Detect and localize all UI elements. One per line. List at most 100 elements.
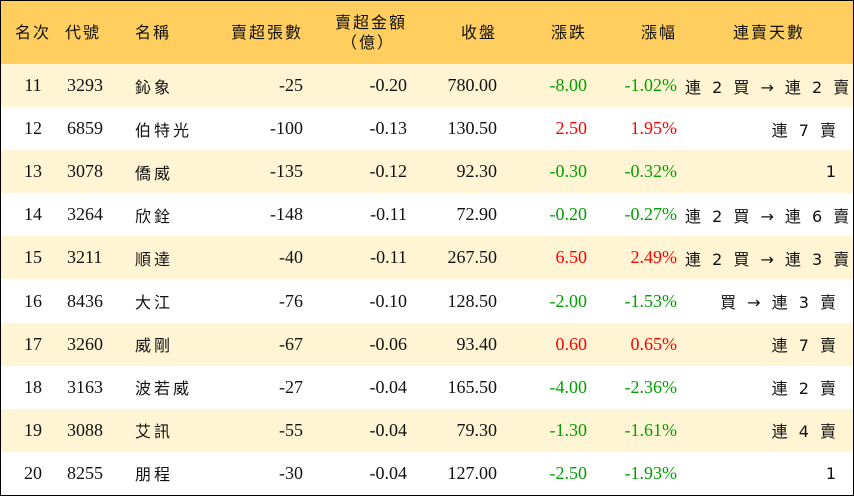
cell-consecutive-days: 1 (825, 162, 839, 182)
header-code: 代號 (65, 22, 102, 42)
cell-close: 79.30 (456, 419, 498, 440)
cell-consecutive-days: 連 7 賣 (771, 120, 839, 140)
cell-close: 780.00 (447, 75, 498, 96)
cell-change: -0.30 (549, 161, 588, 182)
cell-net-sell-lots: -30 (279, 462, 303, 483)
cell-net-sell-lots: -27 (279, 376, 303, 397)
cell-change-pct: -2.36% (624, 376, 678, 397)
cell-consecutive-days: 連 2 買 → 連 3 賣 (685, 249, 853, 269)
cell-consecutive-days: 1 (825, 463, 839, 483)
table-row: 19 3088 艾訊 -55 -0.04 79.30 -1.30 -1.61% 連 4 賣 (1, 408, 853, 452)
cell-net-sell-amount: -0.12 (369, 161, 408, 182)
table-row: 16 8436 大江 -76 -0.10 128.50 -2.00 -1.53% 買 → 連 3… (1, 279, 853, 323)
cell-change: 6.50 (555, 247, 588, 268)
cell-net-sell-lots: -25 (279, 75, 303, 96)
cell-rank: 14 (24, 204, 42, 225)
cell-change: -1.30 (549, 419, 588, 440)
cell-net-sell-amount: -0.04 (369, 419, 408, 440)
cell-code: 8255 (67, 462, 103, 483)
cell-rank: 20 (24, 462, 42, 483)
cell-consecutive-days: 連 2 買 → 連 6 賣 (685, 206, 853, 226)
cell-change-pct: -1.53% (624, 290, 678, 311)
table-row: 15 3211 順達 -40 -0.11 267.50 6.50 2.49% 連 2 買 → 連… (1, 236, 853, 280)
cell-net-sell-amount: -0.20 (369, 75, 408, 96)
cell-close: 127.00 (447, 462, 498, 483)
cell-change-pct: -1.61% (624, 419, 678, 440)
cell-rank: 17 (24, 333, 42, 354)
cell-close: 165.50 (447, 376, 498, 397)
header-net-sell-amount-line1: 賣超金額 (334, 12, 407, 32)
cell-change: -2.00 (549, 290, 588, 311)
cell-net-sell-lots: -100 (270, 118, 303, 139)
cell-change: -4.00 (549, 376, 588, 397)
cell-change-pct: 1.95% (630, 118, 678, 139)
cell-net-sell-lots: -148 (270, 204, 303, 225)
cell-net-sell-lots: -135 (270, 161, 303, 182)
table-row: 20 8255 朋程 -30 -0.04 127.00 -2.50 -1.93% 1 (1, 451, 853, 495)
cell-change-pct: -0.32% (624, 161, 678, 182)
cell-change: 0.60 (555, 333, 588, 354)
cell-change-pct: -1.02% (624, 75, 678, 96)
cell-consecutive-days: 連 2 賣 (771, 379, 839, 399)
cell-net-sell-amount: -0.10 (369, 290, 408, 311)
cell-consecutive-days: 連 4 賣 (771, 422, 839, 442)
cell-code: 3264 (67, 204, 103, 225)
cell-name: 順達 (135, 249, 174, 269)
cell-name: 伯特光 (135, 120, 193, 140)
cell-code: 3163 (67, 376, 103, 397)
header-close: 收盤 (460, 22, 497, 42)
cell-change: -2.50 (549, 462, 588, 483)
cell-rank: 18 (24, 376, 42, 397)
cell-code: 3260 (67, 333, 103, 354)
cell-code: 8436 (67, 290, 103, 311)
cell-net-sell-lots: -67 (279, 333, 303, 354)
cell-code: 3293 (67, 75, 103, 96)
cell-close: 128.50 (447, 290, 498, 311)
cell-name: 鈊象 (135, 77, 174, 97)
cell-change: -0.20 (549, 204, 588, 225)
cell-consecutive-days: 買 → 連 3 賣 (720, 293, 839, 313)
cell-name: 波若威 (135, 379, 193, 399)
cell-name: 艾訊 (135, 422, 174, 442)
cell-net-sell-amount: -0.11 (370, 247, 407, 268)
cell-rank: 12 (24, 118, 42, 139)
cell-code: 3211 (67, 247, 103, 268)
cell-change-pct: 2.49% (630, 247, 678, 268)
cell-change-pct: -0.27% (624, 204, 678, 225)
cell-rank: 13 (24, 161, 42, 182)
header-net-sell-lots: 賣超張數 (230, 22, 303, 42)
cell-net-sell-lots: -76 (279, 290, 303, 311)
header-name: 名稱 (135, 22, 172, 42)
cell-name: 大江 (135, 293, 174, 313)
cell-close: 93.40 (456, 333, 498, 354)
cell-consecutive-days: 連 7 賣 (771, 336, 839, 356)
cell-change: 2.50 (555, 118, 588, 139)
cell-name: 朋程 (135, 465, 174, 485)
cell-name: 僑威 (135, 163, 174, 183)
cell-change-pct: 0.65% (630, 333, 678, 354)
cell-close: 267.50 (447, 247, 498, 268)
cell-net-sell-lots: -55 (279, 419, 303, 440)
table-header: 名次 代號 名稱 賣超張數 賣超金額 （億） 收盤 漲跌 漲幅 連賣天數 (1, 1, 853, 64)
table-body: 11 3293 鈊象 -25 -0.20 780.00 -8.00 -1.02% 連 2 買 →… (1, 64, 853, 495)
header-change-pct: 漲幅 (640, 22, 677, 42)
cell-rank: 15 (24, 247, 42, 268)
cell-close: 92.30 (456, 161, 498, 182)
cell-close: 72.90 (456, 204, 498, 225)
cell-consecutive-days: 連 2 買 → 連 2 賣 (685, 77, 853, 97)
cell-net-sell-amount: -0.04 (369, 376, 408, 397)
table-row: 13 3078 僑威 -135 -0.12 92.30 -0.30 -0.32% 1 (1, 150, 853, 194)
cell-code: 3078 (67, 161, 103, 182)
cell-code: 3088 (67, 419, 103, 440)
cell-net-sell-amount: -0.06 (369, 333, 408, 354)
header-net-sell-amount-line2: （億） (340, 32, 395, 52)
cell-net-sell-amount: -0.11 (370, 204, 407, 225)
header-consecutive-days: 連賣天數 (732, 22, 805, 42)
cell-rank: 19 (24, 419, 42, 440)
table-row: 12 6859 伯特光 -100 -0.13 130.50 2.50 1.95% 連 7 賣 (1, 107, 853, 151)
cell-name: 欣銓 (135, 206, 174, 226)
table-row: 18 3163 波若威 -27 -0.04 165.50 -4.00 -2.36% 連 2 賣 (1, 365, 853, 409)
cell-net-sell-amount: -0.04 (369, 462, 408, 483)
cell-close: 130.50 (447, 118, 498, 139)
